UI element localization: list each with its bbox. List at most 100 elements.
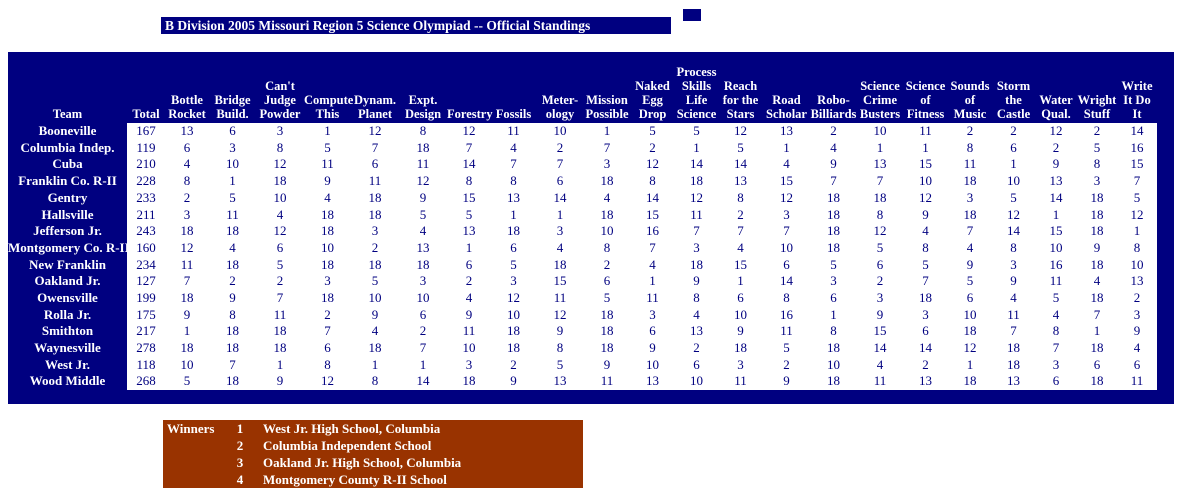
team-name-cell: Hallsville [41,206,94,222]
score-cell: 18 [209,223,256,240]
winners-panel: Winners 1 West Jr. High School, Columbia… [163,420,583,488]
score-cell: 6 [584,273,630,290]
score-cell: 1 [351,356,399,374]
score-cell: 9 [903,206,948,224]
score-cell: 18 [351,189,399,207]
total-cell: 199 [127,289,165,307]
score-cell: 6 [256,239,304,257]
score-cell: 10 [256,189,304,207]
score-cell: 9 [304,173,351,190]
score-cell: 5 [1077,139,1117,157]
score-cell: 13 [1117,273,1157,290]
score-cell: 2 [536,139,584,157]
event-column-header: Wright Stuff [1077,93,1117,121]
score-cell: 2 [675,339,718,357]
score-cell: 18 [304,289,351,307]
score-cell: 2 [948,123,992,140]
score-cell: 12 [675,189,718,207]
score-cell: 13 [630,373,675,390]
score-cell: 9 [675,273,718,290]
winner-school: Oakland Jr. High School, Columbia [263,455,462,470]
score-cell: 6 [491,239,536,257]
score-cell: 8 [857,206,903,224]
score-cell: 5 [165,373,209,390]
score-cell: 4 [1035,306,1077,324]
score-cell: 2 [857,273,903,290]
score-cell: 8 [1035,323,1077,340]
score-cell: 3 [399,273,447,290]
event-column-header: Can't Judge Powder [259,79,301,121]
score-cell: 3 [903,306,948,324]
score-cell: 9 [351,306,399,324]
score-cell: 5 [1117,189,1157,207]
score-cell: 18 [992,356,1035,374]
score-cell: 11 [763,323,810,340]
team-row: Franklin Co. R-II 228 8 1 18 9 11 12 8 8 6 18 8 18 13 1… [8,173,1157,190]
team-row: Booneville 167 13 6 3 1 12 8 12 11 10 1 5 5 12 13 2 10 11 2… [8,123,1157,140]
score-cell: 18 [209,256,256,274]
score-cell: 10 [536,123,584,140]
score-cell: 18 [1077,339,1117,357]
score-cell: 5 [992,189,1035,207]
score-cell: 9 [447,306,491,324]
score-cell: 7 [1117,173,1157,190]
score-cell: 18 [256,173,304,190]
score-cell: 8 [491,173,536,190]
score-cell: 18 [304,256,351,274]
score-cell: 6 [304,339,351,357]
team-name-cell: Franklin Co. R-II [18,173,117,189]
score-cell: 3 [256,123,304,140]
score-cell: 13 [536,373,584,390]
team-row: Jefferson Jr. 243 18 18 12 18 3 4 13 18 3 10 16 7 7 7 18… [8,223,1157,240]
score-cell: 13 [718,173,763,190]
score-cell: 2 [1035,139,1077,157]
score-cell: 3 [1035,356,1077,374]
team-name-cell: Oakland Jr. [34,273,101,289]
score-cell: 15 [1035,223,1077,240]
score-cell: 18 [209,323,256,340]
score-cell: 1 [948,356,992,374]
score-cell: 7 [209,356,256,374]
score-cell: 11 [1035,273,1077,290]
score-cell: 10 [903,173,948,190]
score-cell: 7 [903,273,948,290]
score-cell: 5 [675,123,718,140]
score-cell: 18 [584,323,630,340]
score-cell: 10 [948,306,992,324]
score-cell: 10 [351,289,399,307]
event-column-header: Write It Do It [1121,79,1153,121]
score-cell: 4 [1117,339,1157,357]
score-cell: 4 [209,239,256,257]
score-cell: 9 [763,373,810,390]
score-cell: 18 [948,323,992,340]
score-cell: 6 [536,173,584,190]
team-name-cell: Rolla Jr. [43,306,92,322]
score-cell: 12 [256,223,304,240]
score-cell: 6 [903,323,948,340]
total-cell: 243 [127,223,165,240]
event-column-header: Science of Fitness [905,79,946,121]
score-cell: 2 [399,323,447,340]
score-cell: 15 [536,273,584,290]
score-cell: 3 [1077,173,1117,190]
score-cell: 3 [351,223,399,240]
score-cell: 14 [903,339,948,357]
score-cell: 7 [1077,306,1117,324]
score-cell: 2 [810,123,857,140]
score-cell: 2 [718,206,763,224]
score-cell: 7 [810,173,857,190]
score-cell: 2 [165,189,209,207]
score-cell: 1 [1077,323,1117,340]
score-cell: 9 [584,356,630,374]
score-cell: 12 [718,123,763,140]
score-cell: 12 [992,206,1035,224]
score-cell: 5 [630,123,675,140]
score-cell: 5 [256,256,304,274]
score-cell: 11 [399,156,447,174]
team-row: Waynesville 278 18 18 18 6 18 7 10 18 8 18 9 2 18 5 18 14… [8,339,1157,357]
score-cell: 1 [675,139,718,157]
score-cell: 12 [351,123,399,140]
score-cell: 15 [857,323,903,340]
team-name-cell: Montgomery Co. R-II [8,239,130,255]
score-cell: 11 [304,156,351,174]
